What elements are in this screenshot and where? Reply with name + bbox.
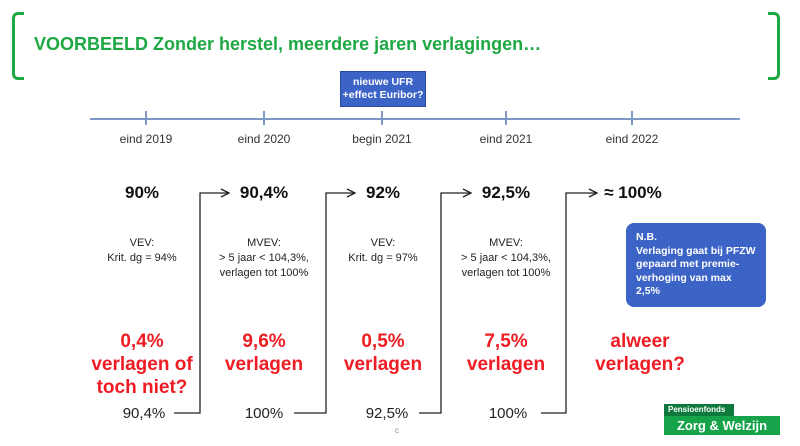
note-line: VEV: [370,237,396,249]
note-line: > 5 jaar < 104,3%, [461,252,551,264]
pfzw-logo: Pensioenfonds Zorg & Welzijn [664,404,780,436]
cut-result-eind-2020: 9,6% verlagen [194,330,334,376]
arrow-connector [174,193,229,414]
final-ratio-eind-2021: 100% [488,405,528,422]
cut-result-begin-2021: 0,5% verlagen [313,330,453,376]
funding-ratio-begin-2021: 92% [365,183,401,202]
note-line: Krit. dg = 94% [107,252,177,264]
result-line: verlagen of [91,354,193,375]
final-ratio-begin-2021: 92,5% [365,405,409,422]
funding-ratio-eind-2020: 90,4% [239,183,289,202]
timeline-tick [631,111,633,125]
note-line: VEV: [129,237,155,249]
logo-bottom-text: Zorg & Welzijn [664,416,780,435]
arrow-connector [294,193,355,414]
timeline-tick [145,111,147,125]
left-bracket-decoration [12,12,24,80]
note-line: verlagen tot 100% [461,267,551,279]
callout-line-1: nieuwe UFR [352,76,414,88]
arrow-connector [419,193,471,414]
result-line: verlagen [343,354,423,375]
note-line: > 5 jaar < 104,3%, [219,252,309,264]
nb-heading: N.B. [636,231,657,243]
result-line: 0,5% [361,331,405,352]
result-line: verlagen? [595,354,685,375]
note-line: MVEV: [489,237,523,249]
timeline-label-eind-2022: eind 2022 [605,132,659,146]
funding-ratio-eind-2021: 92,5% [481,183,531,202]
timeline-tick [505,111,507,125]
funding-ratio-eind-2019: 90% [124,183,160,202]
right-bracket-decoration [768,12,780,80]
slide-mark: c [395,426,399,435]
result-line: alweer [610,331,670,352]
result-line: 9,6% [242,331,286,352]
funding-ratio-eind-2022: ≈ 100% [604,183,662,202]
rule-note-eind-2019: VEV: Krit. dg = 94% [72,236,212,266]
result-line: toch niet? [96,377,188,398]
rule-note-eind-2021: MVEV: > 5 jaar < 104,3%, verlagen tot 10… [436,236,576,281]
note-line: verlagen tot 100% [219,267,309,279]
nb-line: verhoging van max 2,5% [636,271,732,298]
note-line: Krit. dg = 97% [348,252,418,264]
timeline-label-eind-2019: eind 2019 [119,132,173,146]
cut-result-eind-2022: alweer verlagen? [570,330,710,376]
rule-note-begin-2021: VEV: Krit. dg = 97% [313,236,453,266]
timeline-label-eind-2021: eind 2021 [479,132,533,146]
timeline-label-eind-2020: eind 2020 [237,132,291,146]
result-line: verlagen [466,354,546,375]
nb-note-box: N.B. Verlaging gaat bij PFZW gepaard met… [626,223,766,307]
nb-line: Verlaging gaat bij PFZW [636,244,756,257]
nb-line: gepaard met premie- [636,258,740,270]
rule-note-eind-2020: MVEV: > 5 jaar < 104,3%, verlagen tot 10… [194,236,334,281]
result-line: verlagen [224,354,304,375]
timeline-line [90,118,740,120]
cut-result-eind-2021: 7,5% verlagen [436,330,576,376]
ufr-callout: nieuwe UFR +effect Euribor? [340,71,426,107]
note-line: MVEV: [247,237,281,249]
result-line: 0,4% [120,331,164,352]
result-line: 7,5% [484,331,528,352]
cut-result-eind-2019: 0,4% verlagen of toch niet? [72,330,212,399]
final-ratio-eind-2020: 100% [244,405,284,422]
logo-top-text: Pensioenfonds [664,404,734,416]
timeline-tick [263,111,265,125]
slide-title: VOORBEELD Zonder herstel, meerdere jaren… [34,34,542,54]
timeline-label-begin-2021: begin 2021 [352,132,412,146]
callout-line-2: +effect Euribor? [342,89,424,101]
timeline-tick [381,111,383,125]
arrow-connector [541,193,597,414]
final-ratio-eind-2019: 90,4% [122,405,166,422]
